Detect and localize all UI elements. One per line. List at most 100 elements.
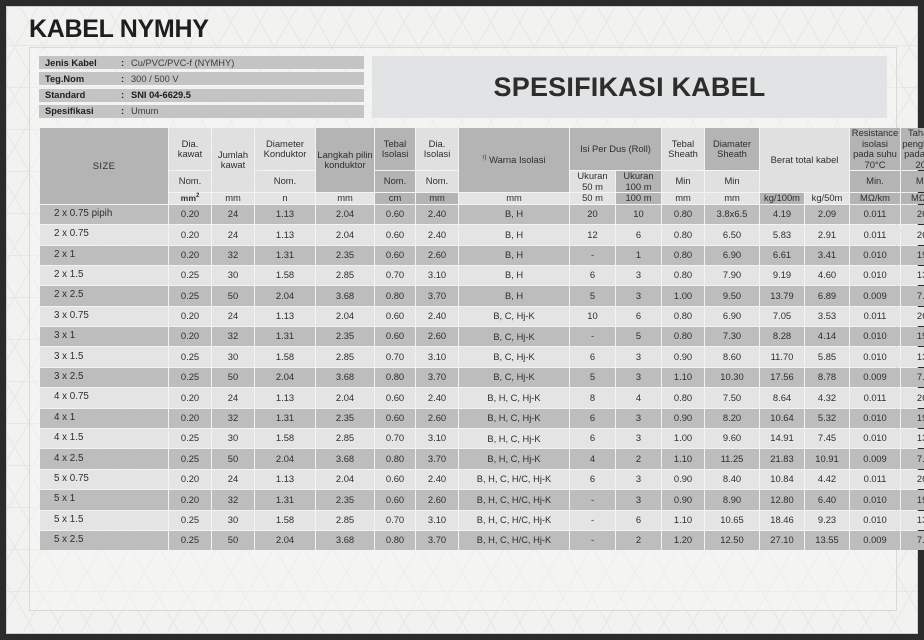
table-row: 5 x 1 0.20 32 1.31 2.35 0.60 2.60 B, H, C, H/C,… xyxy=(40,490,924,510)
unit-ukuran-50m: 50 m xyxy=(570,193,615,204)
cell-diamater-sheath: 3.8x6.5 xyxy=(705,204,759,225)
cell-berat-100: 14.91 xyxy=(760,429,804,449)
cell-berat-50: 2.09 xyxy=(805,204,849,225)
unit-berat-50m: kg/50m xyxy=(805,193,849,204)
cell-jumlah-kawat: 24 xyxy=(212,204,254,225)
banner-title: SPESIFIKASI KABEL xyxy=(493,71,766,102)
cell-warna: B, H xyxy=(459,286,569,306)
cell-resistance: 0.009 xyxy=(850,530,900,551)
cell-tebal-isolasi: 0.80 xyxy=(375,449,415,469)
cell-diameter-konduktor: 1.58 xyxy=(255,510,315,530)
cell-berat-100: 27.10 xyxy=(760,530,804,551)
cell-dia-kawat: 0.20 xyxy=(169,469,211,490)
col-header-dia-isolasi: Dia. Isolasi xyxy=(416,128,458,171)
cell-diameter-konduktor: 1.13 xyxy=(255,469,315,490)
cell-berat-50: 4.60 xyxy=(805,265,849,286)
cell-warna: B, H, C, Hj-K xyxy=(459,429,569,449)
cell-tahanan: 26.0 xyxy=(901,225,924,245)
cell-diamater-sheath: 7.50 xyxy=(705,388,759,408)
cell-warna: B, C, Hj-K xyxy=(459,367,569,388)
cell-dia-kawat: 0.20 xyxy=(169,245,211,265)
cell-dia-isolasi: 2.60 xyxy=(416,327,458,347)
cell-tebal-sheath: 0.80 xyxy=(662,204,704,225)
cell-tahanan: 26.0 xyxy=(901,388,924,408)
cell-resistance: 0.010 xyxy=(850,327,900,347)
info-value-spesifikasi: Umum xyxy=(131,106,159,117)
cell-berat-50: 9.23 xyxy=(805,510,849,530)
cell-berat-100: 4.19 xyxy=(760,204,804,225)
cell-dia-kawat: 0.25 xyxy=(169,510,211,530)
cell-diamater-sheath: 8.40 xyxy=(705,469,759,490)
cell-isi-100: 6 xyxy=(616,225,661,245)
cell-jumlah-kawat: 30 xyxy=(212,429,254,449)
cell-resistance: 0.010 xyxy=(850,347,900,367)
warna-isolasi-label: Warna Isolasi xyxy=(489,153,546,165)
cell-isi-50: 10 xyxy=(570,306,615,327)
col-header-resistance-isolasi: Resistance isolasi pada suhu 70°C xyxy=(850,127,900,171)
cell-diamater-sheath: 8.90 xyxy=(705,490,759,510)
cell-dia-isolasi: 3.70 xyxy=(416,530,458,551)
table-row: 3 x 0.75 0.20 24 1.13 2.04 0.60 2.40 B, C, Hj-K… xyxy=(40,306,924,327)
subheader-dia-isolasi-nom: Nom. xyxy=(416,171,458,193)
cell-diameter-konduktor: 2.04 xyxy=(255,449,315,469)
cell-isi-50: 8 xyxy=(570,388,615,408)
unit-size-superscript: 2 xyxy=(195,193,200,200)
cell-isi-100: 10 xyxy=(616,204,661,225)
cell-langkah-pilin: 2.85 xyxy=(316,510,374,530)
cell-tahanan: 26.0 xyxy=(901,469,924,490)
cell-berat-100: 5.83 xyxy=(760,225,804,245)
cell-diameter-konduktor: 1.31 xyxy=(255,408,315,429)
col-header-dia-kawat: Dia. kawat xyxy=(169,128,211,171)
cell-berat-50: 6.40 xyxy=(805,490,849,510)
cell-diameter-konduktor: 1.13 xyxy=(255,306,315,327)
cell-dia-kawat: 0.25 xyxy=(169,265,211,286)
cell-tebal-sheath: 1.20 xyxy=(662,530,704,551)
cell-size: 2 x 0.75 xyxy=(40,225,168,245)
unit-dia-isolasi: mm xyxy=(459,193,569,204)
unit-tebal-sheath: mm xyxy=(662,193,704,204)
cell-tebal-isolasi: 0.70 xyxy=(375,347,415,367)
cell-warna: B, H xyxy=(459,204,569,225)
cell-dia-isolasi: 3.70 xyxy=(416,367,458,388)
cell-diamater-sheath: 6.90 xyxy=(705,245,759,265)
cell-berat-50: 4.32 xyxy=(805,388,849,408)
info-colon: : xyxy=(121,73,125,84)
cell-langkah-pilin: 3.68 xyxy=(316,530,374,551)
header-row-units: mm2 mm n mm cm mm mm 50 m 100 m mm mm kg… xyxy=(40,193,924,204)
info-row-jenis-kabel: Jenis Kabel : Cu/PVC/PVC-f (NYMHY) xyxy=(39,56,364,69)
warna-footnote-marker: r) xyxy=(482,154,487,161)
cell-diameter-konduktor: 1.13 xyxy=(255,204,315,225)
col-header-diamater-sheath: Diamater Sheath xyxy=(705,128,759,171)
cell-langkah-pilin: 2.35 xyxy=(316,327,374,347)
cell-tahanan: 26.0 xyxy=(901,204,924,225)
cell-tebal-sheath: 0.80 xyxy=(662,225,704,245)
cell-tebal-isolasi: 0.80 xyxy=(375,286,415,306)
cell-isi-50: 6 xyxy=(570,469,615,490)
cell-langkah-pilin: 2.04 xyxy=(316,469,374,490)
cell-diamater-sheath: 7.30 xyxy=(705,327,759,347)
cell-isi-100: 4 xyxy=(616,388,661,408)
cell-dia-kawat: 0.25 xyxy=(169,530,211,551)
cell-tahanan: 13.3 xyxy=(901,510,924,530)
info-value-standard: SNI 04-6629.5 xyxy=(131,90,191,101)
cell-warna: B, H xyxy=(459,265,569,286)
cell-size: 3 x 0.75 xyxy=(40,306,168,327)
col-header-jumlah-kawat: Jumlah kawat xyxy=(212,128,254,193)
cell-dia-kawat: 0.25 xyxy=(169,347,211,367)
cell-tebal-isolasi: 0.60 xyxy=(375,490,415,510)
info-value-teg-nom: 300 / 500 V xyxy=(131,73,179,84)
cell-diamater-sheath: 8.20 xyxy=(705,408,759,429)
cell-dia-isolasi: 3.70 xyxy=(416,449,458,469)
table-row: 2 x 2.5 0.25 50 2.04 3.68 0.80 3.70 B, H 5 3 1.00 9… xyxy=(40,286,924,306)
cell-warna: B, H, C, H/C, Hj-K xyxy=(459,510,569,530)
cell-size: 4 x 0.75 xyxy=(40,388,168,408)
cell-diamater-sheath: 10.65 xyxy=(705,510,759,530)
cell-jumlah-kawat: 24 xyxy=(212,388,254,408)
cell-berat-50: 8.78 xyxy=(805,367,849,388)
cell-jumlah-kawat: 32 xyxy=(212,245,254,265)
cell-langkah-pilin: 2.35 xyxy=(316,245,374,265)
info-label-spesifikasi: Spesifikasi xyxy=(45,106,94,117)
cell-berat-100: 17.56 xyxy=(760,367,804,388)
cell-resistance: 0.011 xyxy=(850,388,900,408)
cell-size: 5 x 0.75 xyxy=(40,469,168,490)
